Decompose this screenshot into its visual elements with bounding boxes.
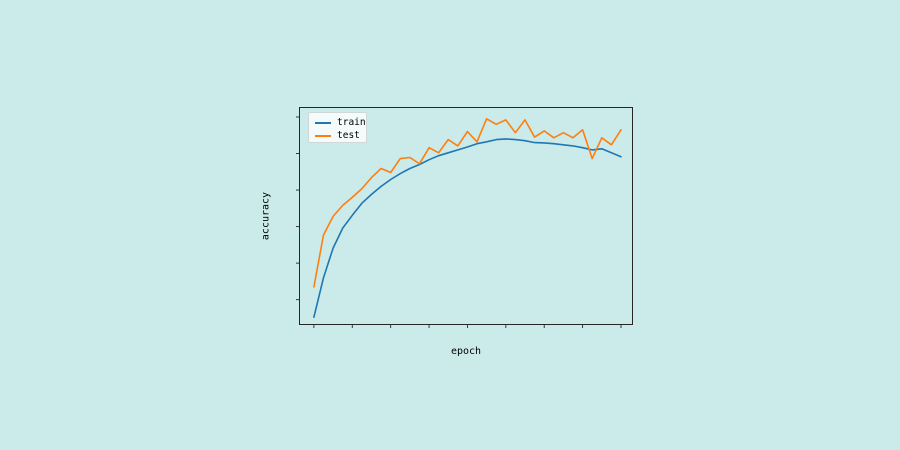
train-line-swatch [315,121,331,124]
y-axis-label: accuracy [260,191,272,241]
legend-item-test: test [315,129,360,142]
legend: train test [308,112,367,143]
legend-label-train: train [337,117,366,128]
test-line-swatch [315,134,331,137]
legend-label-test: test [337,130,360,141]
legend-item-train: train [315,116,366,129]
x-axis-label: epoch [450,346,482,357]
